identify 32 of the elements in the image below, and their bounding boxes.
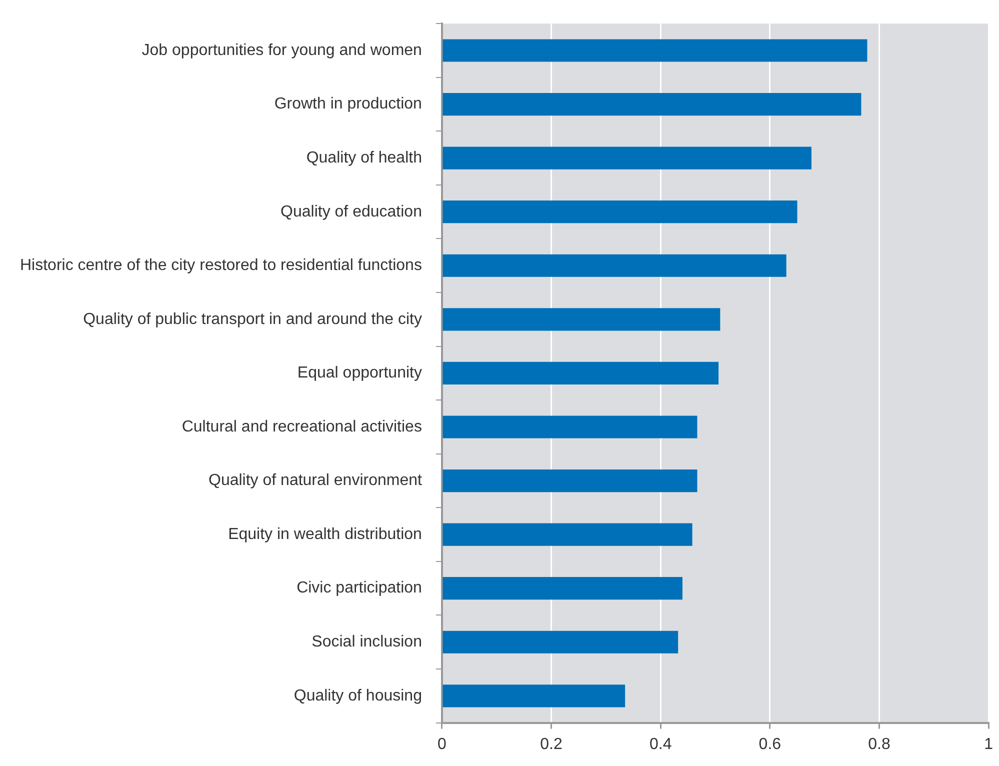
y-tick-label: Growth in production — [274, 96, 422, 113]
bar — [442, 577, 682, 600]
y-tick-label: Quality of housing — [294, 687, 422, 704]
y-tick-label: Civic participation — [296, 580, 422, 597]
y-tick-label: Quality of education — [280, 203, 422, 220]
y-tick-label: Cultural and recreational activities — [182, 418, 422, 436]
bar — [442, 200, 798, 224]
x-tick-label: 0.8 — [868, 736, 890, 753]
x-tick-label: 0 — [438, 736, 447, 753]
bar — [442, 92, 862, 116]
bar — [442, 362, 719, 384]
bar — [442, 254, 786, 277]
bar — [442, 684, 626, 708]
x-tick-label: 0.2 — [540, 736, 562, 753]
y-tick-label: Equal opportunity — [297, 364, 422, 382]
y-tick-label: Equity in wealth distribution — [228, 526, 422, 543]
y-tick-label: Quality of health — [306, 149, 422, 166]
y-tick-label: Quality of public transport in and around the city — [83, 310, 422, 328]
y-tick-label: Job opportunities for young and women — [142, 42, 422, 59]
bar — [442, 146, 812, 170]
bar — [442, 39, 868, 62]
x-tick-label: 1 — [984, 736, 994, 753]
y-tick-label: Social inclusion — [312, 634, 422, 651]
y-tick-label: Historic centre of the city restored to residential functions — [20, 257, 422, 274]
x-tick-label: 0.6 — [758, 736, 782, 753]
bar — [442, 308, 720, 331]
bar — [442, 523, 692, 546]
x-tick-label: 0.4 — [649, 736, 672, 753]
y-tick-label: Quality of natural environment — [208, 472, 423, 490]
bar — [442, 630, 678, 654]
bar — [442, 469, 698, 492]
bar — [442, 416, 698, 438]
